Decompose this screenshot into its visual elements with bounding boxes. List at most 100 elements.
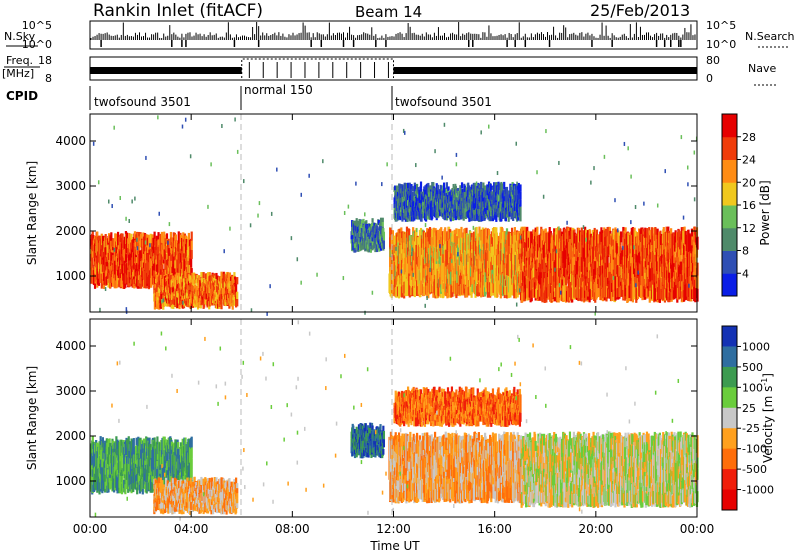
- echo-cell: [449, 191, 452, 202]
- echo-cell: [414, 281, 418, 295]
- echo-cell: [538, 262, 541, 276]
- echo-cell: [442, 280, 445, 289]
- echo-cell: [439, 199, 442, 205]
- echo-cell: [508, 192, 511, 199]
- echo-cell: [350, 239, 353, 244]
- echo-cell: [512, 216, 515, 221]
- echo-cell: [500, 183, 504, 189]
- echo-cell: [597, 288, 600, 298]
- echo-cell: [120, 233, 123, 243]
- echo-cell: [377, 239, 380, 245]
- echo-cell: [446, 240, 449, 251]
- echo-cell: [612, 269, 615, 280]
- echo-cell: [111, 270, 114, 277]
- echo-cell: [508, 212, 511, 217]
- echo-cell: [136, 239, 139, 248]
- frequency-trace: [90, 58, 697, 78]
- echo-cell: [444, 211, 447, 216]
- echo-cell: [419, 188, 423, 195]
- echo-cell: [480, 188, 483, 196]
- echo-cell: [394, 236, 397, 245]
- echo-cell: [400, 207, 403, 212]
- echo-cell: [404, 182, 407, 189]
- echo-cell: [400, 211, 403, 217]
- echo-cell: [373, 228, 376, 236]
- echo-cell: [135, 257, 138, 265]
- echo-cell: [417, 237, 420, 247]
- echo-cell: [644, 289, 647, 300]
- echo-cell: [125, 232, 129, 243]
- echo-cell: [428, 192, 431, 197]
- echo-cell: [454, 208, 457, 221]
- echo-cell: [493, 182, 496, 192]
- echo-cell: [436, 214, 439, 219]
- echo-cell: [528, 248, 532, 265]
- echo-cell: [500, 188, 504, 194]
- echo-cell: [198, 275, 201, 282]
- echo-cell: [184, 278, 187, 283]
- echo-cell: [117, 237, 120, 246]
- echo-cell: [106, 256, 109, 267]
- echo-cell: [401, 209, 404, 222]
- echo-cell: [476, 209, 479, 221]
- echo-cell: [507, 253, 510, 276]
- echo-cell: [456, 206, 459, 211]
- echo-cell: [215, 278, 218, 285]
- echo-cell: [191, 274, 195, 281]
- echo-cell: [440, 274, 443, 285]
- echo-cell: [389, 257, 392, 267]
- echo-cell: [518, 190, 521, 196]
- echo-cell: [501, 261, 504, 273]
- echo-cell: [458, 215, 461, 221]
- echo-cell: [507, 210, 510, 218]
- echo-cell: [153, 302, 156, 310]
- echo-cell: [526, 226, 529, 252]
- echo-cell: [185, 283, 188, 289]
- echo-cell: [460, 201, 464, 208]
- echo-cell: [612, 279, 615, 290]
- echo-cell: [510, 278, 514, 296]
- echo-cell: [448, 284, 451, 296]
- echo-cell: [168, 255, 171, 272]
- echo-cell: [181, 281, 184, 291]
- echo-cell: [397, 242, 400, 256]
- echo-cell: [458, 254, 461, 266]
- echo-cell: [228, 282, 231, 288]
- echo-cell: [426, 231, 429, 243]
- echo-cell: [194, 300, 197, 305]
- echo-cell: [594, 292, 597, 303]
- echo-cell: [436, 184, 439, 191]
- echo-cell: [170, 248, 174, 255]
- echo-cell: [580, 242, 583, 258]
- nave-label: Nave: [748, 62, 776, 75]
- echo-cell: [473, 209, 476, 215]
- echo-cell: [475, 271, 478, 284]
- echo-cell: [463, 239, 466, 251]
- echo-cell: [454, 185, 457, 198]
- echo-cell: [503, 181, 506, 190]
- echo-cell: [618, 254, 621, 277]
- echo-cell: [418, 189, 421, 196]
- echo-cell: [360, 220, 363, 225]
- echo-cell: [513, 227, 516, 237]
- echo-cell: [412, 285, 415, 296]
- echo-cell: [545, 267, 549, 278]
- echo-cell: [359, 225, 362, 232]
- freq-band: [393, 67, 697, 74]
- echo-cell: [622, 279, 625, 290]
- echo-cell: [153, 231, 156, 243]
- echo-cell: [559, 258, 562, 269]
- echo-cell: [464, 233, 467, 243]
- echo-cell: [232, 293, 235, 298]
- echo-cell: [627, 270, 630, 284]
- echo-cell: [654, 254, 657, 269]
- echo-cell: [421, 254, 424, 275]
- echo-cell: [168, 298, 171, 304]
- echo-cell: [624, 227, 627, 239]
- echo-cell: [178, 304, 181, 310]
- echo-cell: [366, 244, 370, 251]
- echo-cell: [166, 276, 169, 282]
- echo-cell: [517, 182, 520, 189]
- echo-cell: [423, 286, 426, 296]
- echo-cell: [553, 240, 556, 252]
